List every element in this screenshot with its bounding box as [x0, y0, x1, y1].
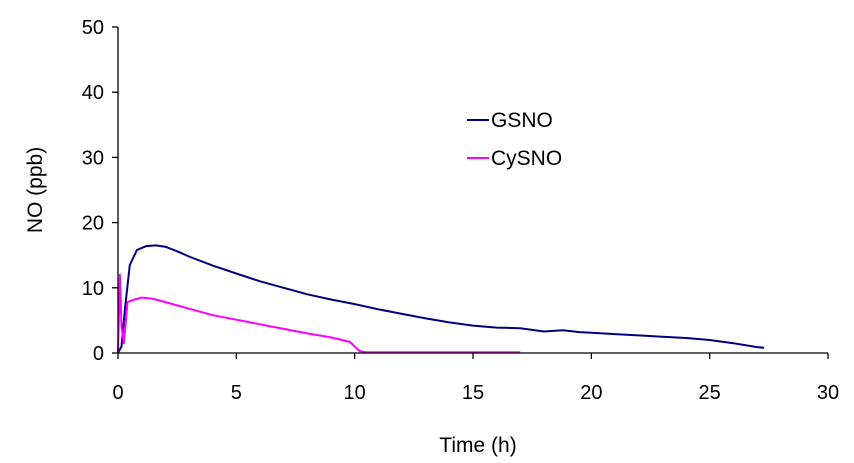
legend: GSNO CySNO [467, 109, 562, 170]
x-axis-ticks: 0 5 10 15 20 25 30 [112, 353, 839, 404]
x-tick-label: 5 [231, 382, 242, 404]
series-line-gsno [117, 244, 765, 354]
y-tick-label: 20 [82, 213, 104, 235]
x-axis-title: Time (h) [439, 434, 516, 457]
y-tick-label: 30 [82, 147, 104, 169]
y-tick-label: 50 [82, 17, 104, 39]
x-tick-label: 0 [112, 382, 123, 404]
y-tick-label: 10 [82, 278, 104, 300]
series-lines [117, 244, 765, 354]
x-tick-label: 15 [462, 382, 484, 404]
legend-label: GSNO [491, 109, 553, 132]
y-axis-title: NO (ppb) [24, 147, 47, 233]
x-tick-label: 25 [699, 382, 721, 404]
series-line-cysno [117, 273, 521, 354]
y-tick-label: 0 [93, 343, 104, 365]
y-tick-label: 40 [82, 82, 104, 104]
y-axis-ticks: 0 10 20 30 40 50 [82, 17, 118, 365]
x-tick-label: 10 [344, 382, 366, 404]
x-tick-label: 20 [580, 382, 602, 404]
x-tick-label: 30 [817, 382, 839, 404]
legend-label: CySNO [491, 147, 562, 170]
